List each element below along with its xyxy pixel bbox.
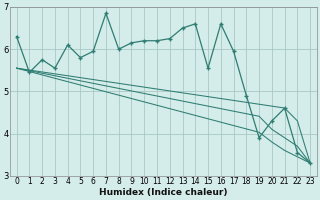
X-axis label: Humidex (Indice chaleur): Humidex (Indice chaleur) [99, 188, 228, 197]
